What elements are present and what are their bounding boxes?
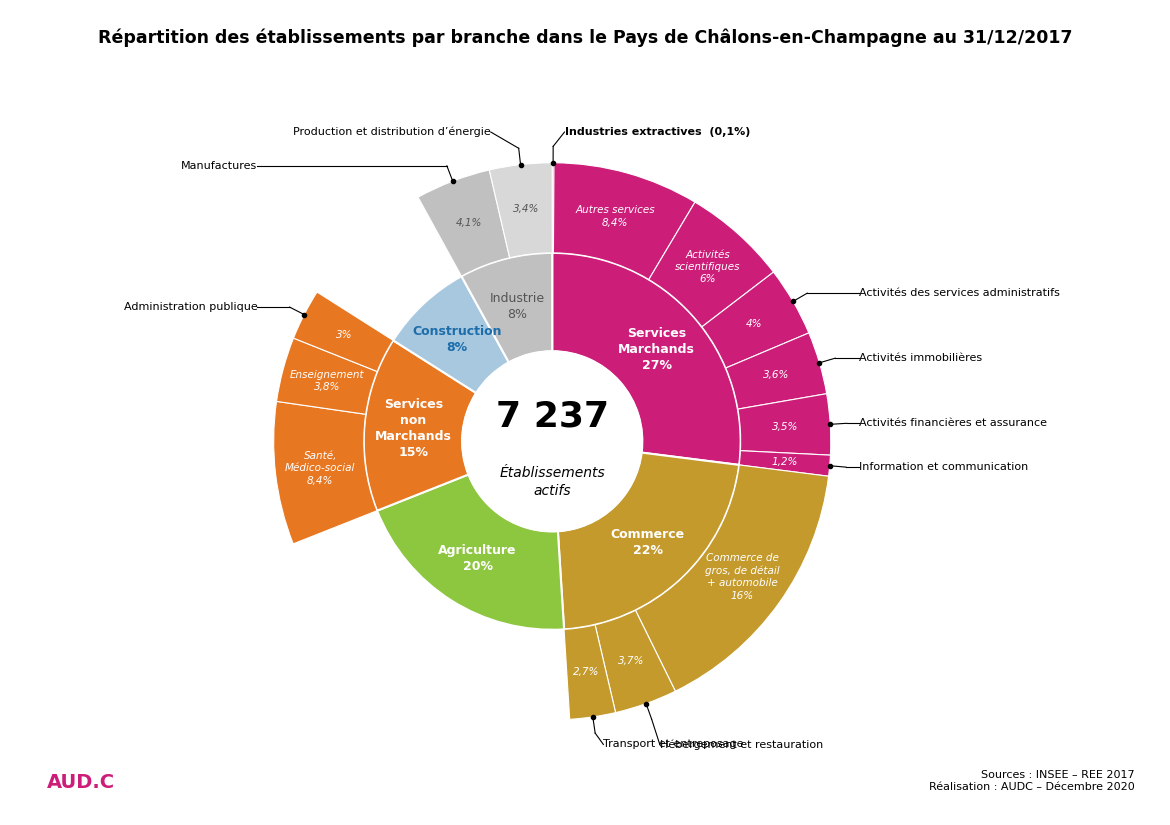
- Wedge shape: [725, 333, 827, 409]
- Text: Transport et entreposage: Transport et entreposage: [604, 739, 744, 749]
- Text: Sources : INSEE – REE 2017
Réalisation : AUDC – Décembre 2020: Sources : INSEE – REE 2017 Réalisation :…: [929, 771, 1135, 792]
- Text: Établissements
actifs: Établissements actifs: [500, 466, 605, 498]
- Text: Information et communication: Information et communication: [860, 462, 1028, 472]
- Wedge shape: [364, 341, 476, 511]
- Wedge shape: [738, 394, 831, 455]
- Text: Agriculture
20%: Agriculture 20%: [439, 544, 517, 573]
- Text: Commerce de
gros, de détail
+ automobile
16%: Commerce de gros, de détail + automobile…: [706, 553, 779, 601]
- Wedge shape: [649, 202, 773, 327]
- Wedge shape: [558, 453, 739, 629]
- Text: AUD.C: AUD.C: [47, 773, 115, 792]
- Circle shape: [462, 351, 642, 531]
- Text: 3%: 3%: [336, 330, 352, 340]
- Wedge shape: [635, 465, 828, 691]
- Text: Santé,
Médico-social
8,4%: Santé, Médico-social 8,4%: [285, 451, 356, 486]
- Text: Commerce
22%: Commerce 22%: [611, 528, 684, 558]
- Wedge shape: [461, 253, 552, 362]
- Text: Enseignement
3,8%: Enseignement 3,8%: [289, 370, 364, 392]
- Wedge shape: [596, 610, 675, 713]
- Text: 3,6%: 3,6%: [763, 370, 790, 380]
- Text: 4%: 4%: [745, 319, 763, 329]
- Text: Services
non
Marchands
15%: Services non Marchands 15%: [376, 398, 452, 459]
- Wedge shape: [489, 163, 552, 257]
- Text: Services
Marchands
27%: Services Marchands 27%: [618, 327, 695, 372]
- Wedge shape: [418, 170, 510, 276]
- Text: Construction
8%: Construction 8%: [412, 325, 502, 354]
- Text: 4,1%: 4,1%: [455, 219, 482, 229]
- Wedge shape: [294, 292, 393, 371]
- Wedge shape: [739, 450, 831, 476]
- Text: Activités financières et assurance: Activités financières et assurance: [860, 418, 1047, 428]
- Text: 7 237: 7 237: [496, 400, 608, 434]
- Text: 1,2%: 1,2%: [772, 457, 798, 467]
- Text: Activités
scientifiques
6%: Activités scientifiques 6%: [675, 250, 741, 285]
- Text: Industries extractives  (0,1%): Industries extractives (0,1%): [564, 127, 750, 137]
- Text: Administration publique: Administration publique: [124, 302, 257, 312]
- Text: Hébergement et restauration: Hébergement et restauration: [660, 739, 823, 750]
- Text: 3,5%: 3,5%: [772, 422, 798, 432]
- Wedge shape: [702, 272, 808, 368]
- Wedge shape: [552, 163, 553, 253]
- Wedge shape: [393, 276, 509, 393]
- Wedge shape: [377, 474, 564, 629]
- Text: 3,4%: 3,4%: [512, 205, 539, 214]
- Wedge shape: [274, 402, 377, 544]
- Text: Activités des services administratifs: Activités des services administratifs: [860, 288, 1060, 298]
- Wedge shape: [564, 625, 615, 719]
- Text: Répartition des établissements par branche dans le Pays de Châlons-en-Champagne : Répartition des établissements par branc…: [98, 29, 1072, 47]
- Wedge shape: [553, 163, 695, 280]
- Wedge shape: [276, 338, 377, 414]
- Text: Activités immobilières: Activités immobilières: [860, 353, 983, 363]
- Text: Autres services
8,4%: Autres services 8,4%: [576, 205, 655, 228]
- Text: 3,7%: 3,7%: [618, 656, 644, 666]
- Text: Manufactures: Manufactures: [181, 161, 257, 171]
- Text: Production et distribution d’énergie: Production et distribution d’énergie: [292, 127, 490, 137]
- Text: Industrie
8%: Industrie 8%: [490, 292, 545, 321]
- Text: 2,7%: 2,7%: [573, 667, 599, 677]
- Wedge shape: [552, 253, 741, 465]
